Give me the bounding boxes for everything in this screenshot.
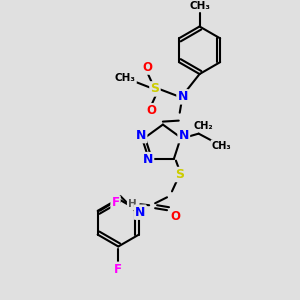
Text: CH₃: CH₃ [115, 73, 136, 83]
Text: O: O [170, 210, 180, 223]
Text: H: H [128, 199, 137, 209]
Text: O: O [142, 61, 152, 74]
Text: N: N [143, 153, 153, 166]
Text: CH₂: CH₂ [194, 121, 213, 131]
Text: N: N [178, 90, 188, 103]
Text: N: N [178, 129, 189, 142]
Text: F: F [112, 196, 119, 209]
Text: N: N [136, 129, 146, 142]
Text: S: S [151, 82, 160, 95]
Text: CH₃: CH₃ [189, 1, 210, 11]
Text: O: O [146, 104, 156, 117]
Text: CH₃: CH₃ [212, 140, 231, 151]
Text: S: S [176, 168, 184, 181]
Text: F: F [114, 263, 122, 276]
Text: N: N [135, 206, 146, 219]
